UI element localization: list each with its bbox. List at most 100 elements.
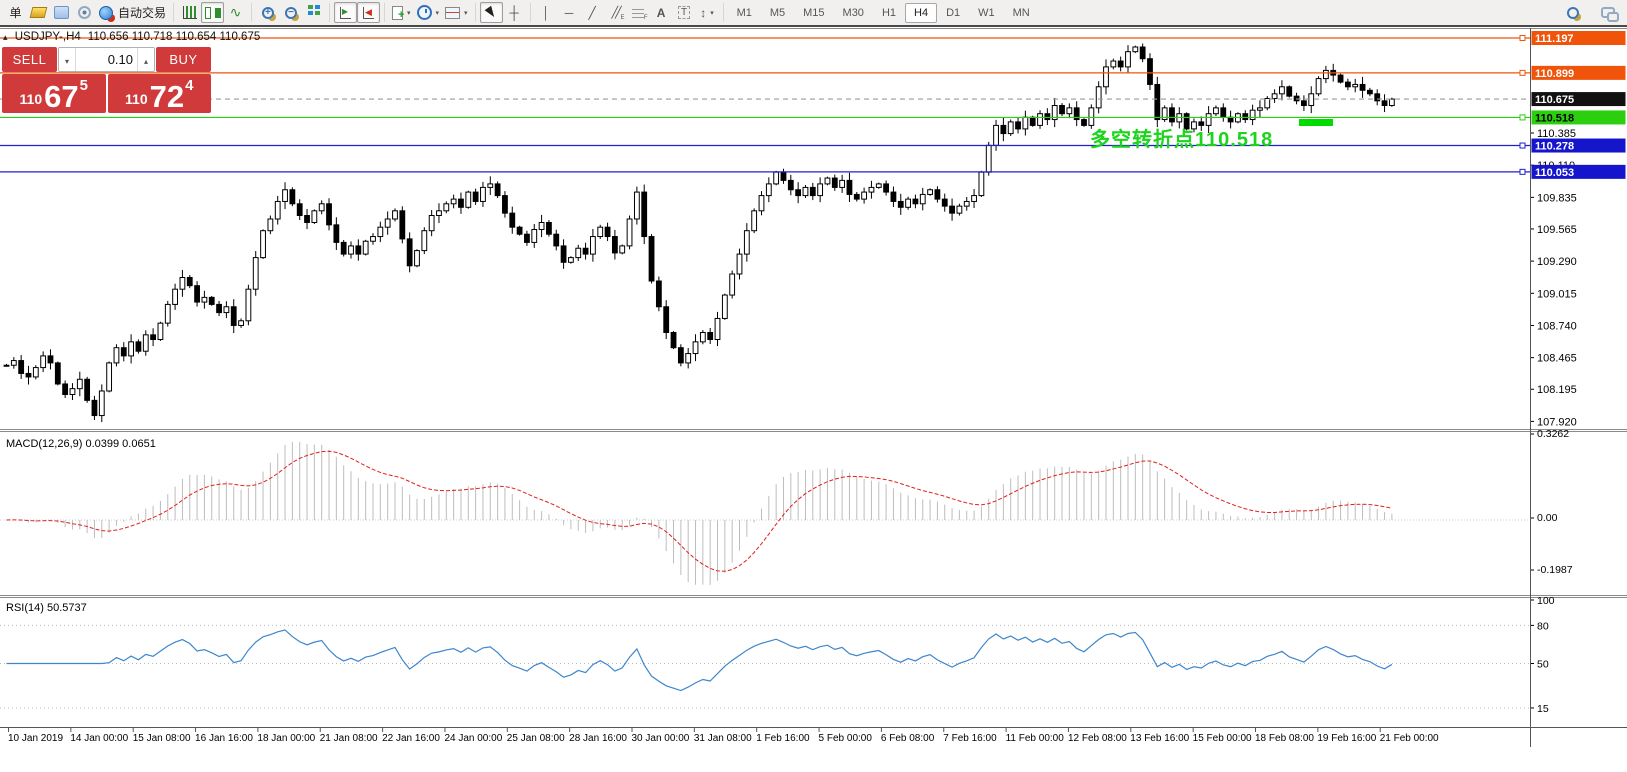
svg-text:5 Feb 00:00: 5 Feb 00:00	[819, 733, 873, 744]
timeframe-button-m5[interactable]: M5	[761, 3, 794, 23]
svg-text:24 Jan 00:00: 24 Jan 00:00	[444, 733, 502, 744]
sell-button[interactable]: SELL	[2, 47, 57, 72]
svg-text:109.835: 109.835	[1537, 192, 1577, 204]
horizontal-line-icon[interactable]	[558, 2, 581, 23]
toolbar-separator	[384, 3, 386, 22]
svg-text:110.385: 110.385	[1537, 128, 1576, 140]
timeframe-toolbar: M1 M5 M15 M30 H1 H4 D1 W1 MN	[728, 2, 1039, 23]
zoom-out-icon[interactable]	[279, 2, 302, 23]
fibonacci-icon[interactable]	[627, 2, 650, 23]
svg-text:110.518: 110.518	[1535, 112, 1574, 124]
cursor-icon[interactable]	[479, 2, 503, 23]
crosshair-icon[interactable]	[503, 2, 526, 23]
svg-text:25 Jan 08:00: 25 Jan 08:00	[507, 733, 565, 744]
svg-text:RSI(14) 50.5737: RSI(14) 50.5737	[6, 602, 87, 614]
timeframe-button-h1[interactable]: H1	[873, 3, 905, 23]
svg-text:14 Jan 00:00: 14 Jan 00:00	[70, 733, 128, 744]
arrows-icon[interactable]: ▾	[696, 2, 719, 23]
svg-text:109.015: 109.015	[1537, 288, 1577, 300]
svg-text:1 Feb 16:00: 1 Feb 16:00	[756, 733, 810, 744]
svg-text:109.565: 109.565	[1537, 224, 1577, 236]
auto-trading-button[interactable]: 自动交易	[96, 2, 169, 23]
bar-chart-icon[interactable]	[178, 2, 201, 23]
indicators-icon[interactable]: ▾	[389, 2, 414, 23]
svg-text:108.465: 108.465	[1537, 353, 1577, 365]
text-icon-label: A	[656, 5, 666, 20]
timeframe-button-m30[interactable]: M30	[834, 3, 873, 23]
vertical-line-icon[interactable]	[535, 2, 558, 23]
toolbar-separator	[251, 3, 253, 22]
toolbar-separator	[474, 3, 476, 22]
buy-price-pips: 72	[149, 79, 185, 115]
timeframe-button-w1[interactable]: W1	[969, 3, 1004, 23]
dropdown-caret-icon: ▾	[464, 9, 468, 17]
toolbar-separator	[722, 3, 724, 22]
toolbar-groups: 单 自动交易 ▾ ▾ ▾ AT ▾	[4, 2, 719, 23]
buy-price-big-figure: 110	[125, 91, 148, 107]
svg-text:30 Jan 00:00: 30 Jan 00:00	[632, 733, 690, 744]
periods-icon[interactable]: ▾	[414, 2, 443, 23]
buy-price-button[interactable]: 110 72 4	[107, 74, 211, 115]
trendline-icon[interactable]	[581, 2, 604, 23]
svg-text:31 Jan 08:00: 31 Jan 08:00	[694, 733, 752, 744]
volume-decrease-button[interactable]	[59, 48, 76, 71]
svg-text:109.290: 109.290	[1537, 256, 1577, 268]
svg-text:0.00: 0.00	[1537, 512, 1558, 524]
candlestick-chart-icon[interactable]	[201, 2, 225, 23]
timeframe-button-mn[interactable]: MN	[1004, 3, 1039, 23]
volume-increase-button[interactable]	[137, 48, 154, 71]
svg-text:21 Jan 08:00: 21 Jan 08:00	[320, 733, 378, 744]
line-chart-icon[interactable]	[224, 2, 247, 23]
sell-price-button[interactable]: 110 67 5	[2, 74, 106, 113]
svg-text:12 Feb 08:00: 12 Feb 08:00	[1068, 733, 1127, 744]
text-label-icon-label: T	[678, 6, 691, 19]
svg-text:11 Feb 00:00: 11 Feb 00:00	[1006, 733, 1065, 744]
sell-price-point: 5	[79, 77, 88, 94]
chat-icon[interactable]	[1596, 2, 1619, 23]
templates-icon[interactable]: ▾	[442, 2, 471, 23]
timeframe-button-h4[interactable]: H4	[905, 2, 938, 23]
text-label-icon[interactable]: T	[673, 2, 696, 23]
zoom-in-icon[interactable]	[256, 2, 279, 23]
volume-input[interactable]	[76, 48, 137, 71]
gold-bar-icon[interactable]	[27, 2, 50, 23]
svg-text:7 Feb 16:00: 7 Feb 16:00	[943, 733, 997, 744]
svg-text:22 Jan 16:00: 22 Jan 16:00	[382, 733, 440, 744]
svg-text:6 Feb 08:00: 6 Feb 08:00	[881, 733, 935, 744]
volume-stepper	[58, 47, 155, 72]
ohlc-values: 110.656 110.718 110.654 110.675	[87, 31, 261, 43]
dropdown-caret-icon: ▾	[435, 9, 440, 17]
tile-windows-icon[interactable]	[302, 2, 325, 23]
buy-button[interactable]: BUY	[156, 47, 211, 72]
timeframe-button-m1[interactable]: M1	[728, 3, 761, 23]
symbol-search-icon[interactable]	[1561, 2, 1584, 23]
sell-price-pips: 67	[44, 79, 79, 115]
broadcast-icon[interactable]	[73, 2, 96, 23]
svg-text:19 Feb 16:00: 19 Feb 16:00	[1317, 733, 1376, 744]
auto-trading-button-label: 自动交易	[118, 6, 167, 20]
equidistant-channel-icon[interactable]	[604, 2, 627, 23]
svg-text:13 Feb 16:00: 13 Feb 16:00	[1130, 733, 1189, 744]
sell-price-big-figure: 110	[19, 91, 43, 107]
svg-text:28 Jan 16:00: 28 Jan 16:00	[569, 733, 627, 744]
svg-text:110.899: 110.899	[1535, 68, 1574, 80]
chart-shift-icon[interactable]	[357, 2, 381, 23]
svg-text:-0.1987: -0.1987	[1537, 564, 1573, 576]
new-order-button[interactable]: 单	[4, 2, 27, 23]
auto-scroll-icon[interactable]	[334, 2, 358, 23]
timeframe-button-m15[interactable]: M15	[794, 3, 833, 23]
toolbar-separator	[329, 3, 331, 22]
text-icon[interactable]: A	[650, 2, 673, 23]
toolbar-right-icons	[1561, 2, 1619, 23]
chart-annotation: 多空转折点110.518	[1090, 129, 1274, 151]
dropdown-caret-icon: ▾	[407, 9, 411, 17]
print-preview-icon[interactable]	[50, 2, 73, 23]
svg-text:15 Jan 08:00: 15 Jan 08:00	[133, 733, 191, 744]
svg-text:MACD(12,26,9) 0.0399 0.0651: MACD(12,26,9) 0.0399 0.0651	[6, 438, 156, 450]
timeframe-button-d1[interactable]: D1	[937, 3, 969, 23]
buy-price-point: 4	[185, 77, 194, 94]
